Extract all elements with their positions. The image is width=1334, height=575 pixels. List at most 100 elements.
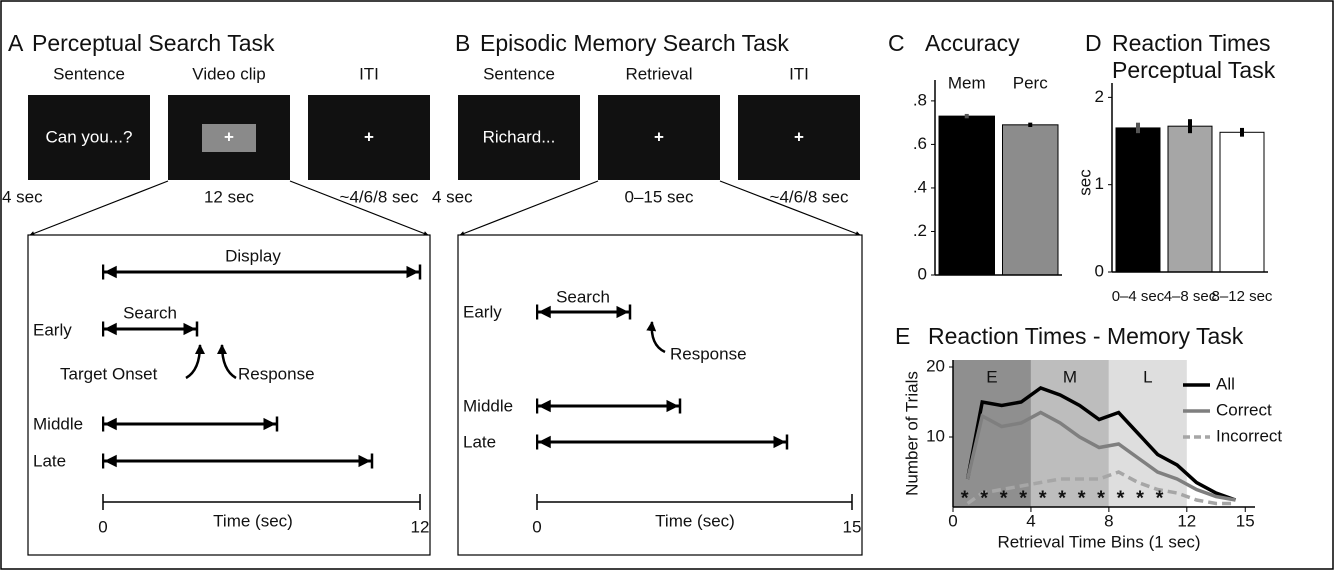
bar [1168,126,1212,272]
significance-mark: * [1058,487,1066,509]
category-label: 0–4 sec [1112,288,1165,305]
label: 0 [532,517,541,536]
bar [1116,128,1160,272]
significance-mark: * [1097,487,1105,509]
timeline-a: Display Search Early Target Onset Respon… [33,246,429,536]
screen-label: Sentence [53,64,125,83]
significance-mark: * [1136,487,1144,509]
significance-mark: * [1078,487,1086,509]
curved-arrow [222,345,236,378]
label: Target Onset [60,364,158,383]
x-tick-label: 8 [1104,511,1113,530]
label: Late [33,451,66,470]
label: Search [556,287,610,306]
x-tick-label: 0 [948,511,957,530]
panel-letter: C [888,30,905,56]
label: Late [463,432,496,451]
label: Middle [463,396,513,415]
significance-mark: * [1156,487,1164,509]
significance-mark: * [980,487,988,509]
region-label: L [1143,367,1152,386]
duration-label: 0–15 sec [625,187,694,206]
screen-content: + [794,127,804,146]
screen-label: Sentence [483,64,555,83]
category-label: Perc [1013,73,1048,92]
y-tick-label: .2 [913,221,927,240]
panel-letter: D [1085,30,1102,56]
screen-label: Retrieval [625,64,692,83]
screen-label: Video clip [192,64,265,83]
timeline-b: Search Early Response Middle Late 0 15 T… [463,287,861,536]
screen-content: + [654,127,664,146]
label: 15 [843,517,862,536]
chart-title: Reaction Times [1112,30,1271,56]
legend-label: Correct [1216,400,1272,419]
category-label: Mem [948,73,986,92]
screen-content: Can you...? [46,127,133,146]
label: Middle [33,414,83,433]
curved-arrow [186,345,200,378]
label: Search [123,303,177,322]
label: Early [33,320,72,339]
zoom-line [30,181,168,235]
label: Time (sec) [213,511,293,530]
panel-letter: A [8,30,24,56]
duration-label: 4 sec [2,187,43,206]
timeline-box [458,235,862,555]
significance-mark: * [1039,487,1047,509]
label: Time (sec) [655,511,735,530]
y-tick-label: 2 [1095,87,1104,106]
significance-mark: * [1019,487,1027,509]
screen-content: Richard... [483,127,556,146]
y-tick-label: 1 [1095,174,1104,193]
region-label: M [1063,367,1077,386]
duration-label: 4 sec [432,187,473,206]
y-tick-label: 0 [918,264,927,283]
chart-subtitle: Perceptual Task [1112,57,1276,83]
y-axis-label: sec [1075,169,1094,196]
x-tick-label: 12 [1177,511,1196,530]
bar [1220,132,1264,272]
y-tick-label: 0 [1095,261,1104,280]
duration-label: 12 sec [204,187,255,206]
significance-mark: * [1117,487,1125,509]
y-tick-label: .4 [913,177,927,196]
screen-content: + [364,127,374,146]
x-tick-label: 15 [1236,511,1255,530]
significance-mark: * [961,487,969,509]
label: Response [238,364,315,383]
screen-content: + [224,127,234,146]
bar [939,116,995,275]
panel-letter: E [895,323,910,349]
panel-title: Episodic Memory Search Task [480,30,789,56]
screen-label: ITI [789,64,809,83]
duration-label: ~4/6/8 sec [770,187,849,206]
y-axis-label: Number of Trials [902,371,921,496]
legend-label: All [1216,374,1235,393]
chart-title: Accuracy [925,30,1020,56]
zoom-line [460,181,598,235]
region-label: E [986,367,997,386]
panel-letter: B [455,30,470,56]
label: 12 [411,517,430,536]
bar [1003,125,1059,275]
label: Display [225,246,281,265]
screen-label: ITI [359,64,379,83]
panel-title: Perceptual Search Task [32,30,275,56]
y-tick-label: .6 [913,134,927,153]
y-tick-label: 10 [926,426,945,445]
figure: A Perceptual Search Task Display Search … [0,0,1334,570]
y-tick-label: .8 [913,90,927,109]
curved-arrow [652,322,665,352]
timeline-box [28,235,430,555]
label: Response [670,344,747,363]
label: Early [463,302,502,321]
x-axis-label: Retrieval Time Bins (1 sec) [997,532,1200,551]
time-axis [537,494,852,510]
category-label: 8–12 sec [1212,288,1273,305]
duration-label: ~4/6/8 sec [340,187,419,206]
x-tick-label: 4 [1026,511,1035,530]
category-label: 4–8 sec [1164,288,1217,305]
legend-label: Incorrect [1216,426,1282,445]
significance-mark: * [1000,487,1008,509]
